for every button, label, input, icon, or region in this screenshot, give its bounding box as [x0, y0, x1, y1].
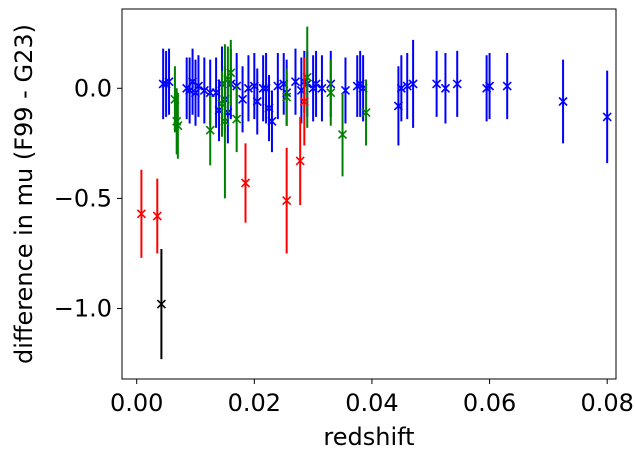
- marker-stroke: [152, 211, 162, 221]
- y-axis: 0.0 −0.5 −1.0: [54, 74, 122, 323]
- marker-stroke: [282, 92, 292, 102]
- data-point: [173, 121, 183, 131]
- series-1: [170, 26, 371, 199]
- marker-stroke: [440, 83, 451, 93]
- marker-stroke: [326, 88, 336, 98]
- marker-stroke: [172, 116, 182, 126]
- marker-stroke: [484, 81, 495, 91]
- data-point: [361, 107, 371, 118]
- y-tick-label: −1.0: [54, 295, 112, 323]
- marker-stroke: [173, 121, 183, 131]
- data-point: [252, 96, 262, 107]
- data-point: [440, 83, 451, 93]
- marker-stroke: [226, 68, 236, 78]
- y-tick-label: 0.0: [74, 74, 112, 102]
- marker-stroke: [432, 79, 442, 89]
- data-point: [396, 83, 406, 93]
- x-tick-label: 0.02: [228, 389, 281, 417]
- data-point: [273, 81, 283, 91]
- data-point: [199, 85, 209, 96]
- data-point: [484, 81, 495, 91]
- data-point: [136, 209, 146, 219]
- data-point: [602, 112, 612, 122]
- marker-stroke: [199, 85, 209, 96]
- x-tick-label: 0.08: [580, 389, 633, 417]
- data-point: [156, 299, 166, 309]
- marker-stroke: [502, 81, 512, 91]
- marker-stroke: [237, 94, 248, 104]
- data-point: [290, 77, 301, 87]
- series-0: [158, 39, 612, 164]
- data-point: [408, 79, 418, 89]
- marker-stroke: [602, 112, 612, 122]
- marker-stroke: [193, 81, 204, 91]
- marker-stroke: [311, 79, 321, 89]
- x-axis-title: redshift: [323, 423, 414, 451]
- data-point: [193, 81, 204, 91]
- data-point: [402, 81, 412, 91]
- marker-stroke: [402, 81, 412, 91]
- data-point: [237, 94, 248, 104]
- data-point: [337, 129, 348, 140]
- marker-stroke: [136, 209, 146, 219]
- data-point: [432, 79, 442, 89]
- marker-stroke: [299, 96, 309, 107]
- marker-stroke: [232, 114, 242, 124]
- marker-stroke: [295, 156, 305, 166]
- marker-stroke: [396, 83, 406, 93]
- data-point: [326, 88, 336, 98]
- data-point: [317, 83, 327, 93]
- data-point: [152, 211, 162, 221]
- marker-stroke: [282, 196, 292, 206]
- marker-stroke: [156, 299, 166, 309]
- data-point: [295, 156, 305, 166]
- marker-stroke: [220, 116, 230, 126]
- data-point: [226, 68, 236, 78]
- data-point: [205, 125, 215, 135]
- plot-marks: [136, 26, 612, 360]
- data-point: [164, 77, 174, 87]
- x-axis: 0.00 0.02 0.04 0.06 0.08: [110, 379, 634, 417]
- plot-frame: [121, 8, 617, 380]
- marker-stroke: [252, 96, 262, 107]
- marker-stroke: [337, 129, 348, 140]
- data-point: [311, 79, 321, 89]
- data-point: [267, 116, 277, 126]
- x-tick-label: 0.04: [345, 389, 398, 417]
- series-2: [136, 57, 309, 258]
- data-point: [299, 96, 309, 107]
- y-tick-label: −0.5: [54, 184, 112, 212]
- data-point: [558, 96, 568, 107]
- data-point: [452, 79, 462, 89]
- data-point: [220, 116, 230, 126]
- marker-stroke: [408, 79, 418, 89]
- marker-stroke: [240, 178, 251, 188]
- data-point: [282, 196, 292, 206]
- data-point: [240, 178, 251, 188]
- data-point: [282, 92, 292, 102]
- marker-stroke: [290, 77, 301, 87]
- marker-stroke: [243, 83, 254, 93]
- data-point: [243, 83, 254, 93]
- series-3: [156, 249, 166, 360]
- x-tick-label: 0.00: [110, 389, 163, 417]
- marker-stroke: [361, 107, 371, 118]
- marker-stroke: [205, 125, 215, 135]
- x-tick-label: 0.06: [463, 389, 516, 417]
- marker-stroke: [452, 79, 462, 89]
- marker-stroke: [317, 83, 327, 93]
- data-point: [232, 114, 242, 124]
- y-axis-title: difference in mu (F99 - G23): [10, 24, 38, 364]
- marker-stroke: [558, 96, 568, 107]
- marker-stroke: [164, 77, 174, 87]
- marker-stroke: [267, 116, 277, 126]
- data-point: [502, 81, 512, 91]
- marker-stroke: [273, 81, 283, 91]
